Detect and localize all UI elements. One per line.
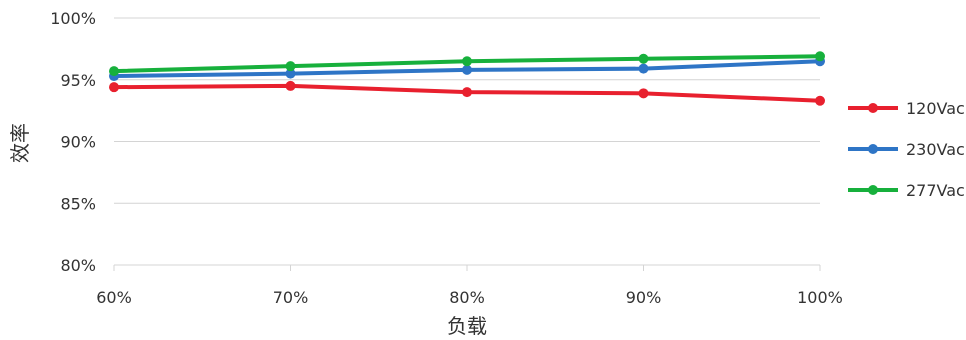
y-tick-label: 90% (60, 133, 96, 152)
legend: 120Vac 230Vac 277Vac (848, 99, 965, 200)
legend-swatch-marker (868, 103, 878, 113)
data-point (285, 80, 296, 91)
x-tick-label: 70% (273, 288, 309, 307)
series-120Vac (109, 80, 825, 106)
data-point (638, 63, 649, 74)
series-277Vac (109, 51, 825, 77)
legend-label: 120Vac (906, 99, 965, 118)
data-point (109, 66, 119, 77)
gridlines (114, 17, 820, 266)
data-point (285, 68, 296, 79)
x-tick-label: 80% (449, 288, 485, 307)
x-tick-label: 100% (797, 288, 843, 307)
y-tick-label: 95% (60, 71, 96, 90)
data-point (462, 87, 472, 98)
legend-swatch-marker (868, 144, 878, 154)
y-tick-label: 85% (60, 194, 96, 213)
data-point (638, 88, 649, 99)
data-point (638, 53, 649, 64)
x-axis-title: 负载 (447, 314, 487, 338)
y-axis-title: 效率 (8, 123, 32, 163)
data-point (462, 56, 472, 67)
legend-item: 230Vac (848, 140, 965, 159)
y-tick-labels: 80% 85% 90% 95% 100% (50, 9, 96, 275)
data-point (109, 82, 119, 93)
data-point (815, 51, 825, 62)
data-point (285, 61, 296, 72)
legend-label: 230Vac (906, 140, 965, 159)
legend-item: 120Vac (848, 99, 965, 118)
x-tick-labels: 60% 70% 80% 90% 100% (96, 265, 843, 307)
y-tick-label: 100% (50, 9, 96, 28)
x-tick-label: 60% (96, 288, 132, 307)
legend-label: 277Vac (906, 181, 965, 200)
data-point (815, 95, 825, 106)
x-tick-label: 90% (626, 288, 662, 307)
y-tick-label: 80% (60, 256, 96, 275)
legend-swatch-marker (868, 185, 878, 195)
data-point (462, 64, 472, 75)
series-lines (109, 51, 825, 106)
legend-item: 277Vac (848, 181, 965, 200)
